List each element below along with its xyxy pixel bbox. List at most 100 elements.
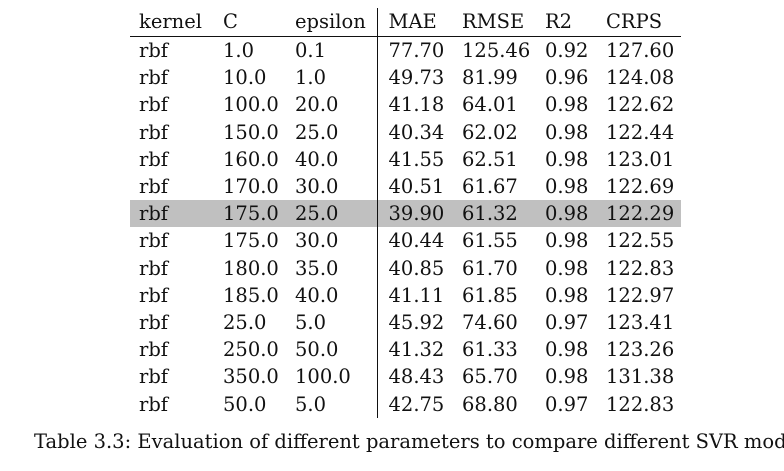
cell-rmse: 62.02	[462, 120, 518, 144]
cell-crps: 124.08	[606, 66, 675, 90]
cell-c: 10.0	[223, 66, 267, 90]
cell-kernel: rbf	[139, 283, 169, 307]
table-row: rbf 170.0 30.0 40.51 61.67 0.98 122.69	[130, 173, 681, 201]
cell-rmse: 61.85	[462, 283, 518, 307]
cell-rmse: 61.55	[462, 229, 518, 253]
cell-c: 350.0	[223, 365, 279, 389]
cell-rmse: 62.51	[462, 147, 518, 171]
cell-kernel: rbf	[139, 39, 169, 62]
cell-crps: 122.44	[606, 120, 675, 144]
header-crps: CRPS	[606, 10, 663, 34]
cell-epsilon: 0.1	[295, 36, 378, 65]
cell-crps: 122.97	[606, 283, 675, 307]
cell-epsilon: 25.0	[295, 118, 378, 146]
cell-r2: 0.98	[545, 256, 589, 280]
cell-c: 1.0	[223, 39, 255, 62]
cell-crps: 131.38	[606, 365, 675, 389]
table-row-highlighted: rbf 175.0 25.0 39.90 61.32 0.98 122.29	[130, 200, 681, 228]
cell-rmse: 61.67	[462, 175, 518, 199]
table-row: rbf 250.0 50.0 41.32 61.33 0.98 123.26	[130, 336, 681, 364]
header-c: C	[223, 10, 238, 34]
cell-epsilon: 50.0	[295, 336, 378, 364]
cell-rmse: 74.60	[462, 311, 518, 335]
svr-results-table: kernel C epsilon MAE RMSE R2 CRPS rbf 1.0…	[130, 8, 681, 418]
table-row: rbf 350.0 100.0 48.43 65.70 0.98 131.38	[130, 363, 681, 391]
header-kernel: kernel	[139, 10, 203, 34]
cell-kernel: rbf	[139, 392, 169, 416]
table-row: rbf 180.0 35.0 40.85 61.70 0.98 122.83	[130, 254, 681, 282]
header-epsilon: epsilon	[295, 8, 378, 37]
cell-epsilon: 5.0	[295, 309, 378, 337]
table-row: rbf 1.0 0.1 77.70 125.46 0.92 127.60	[130, 36, 681, 65]
cell-mae: 77.70	[388, 39, 445, 62]
cell-mae: 45.92	[388, 311, 445, 335]
cell-r2: 0.98	[545, 283, 589, 307]
table-row: rbf 175.0 30.0 40.44 61.55 0.98 122.55	[130, 227, 681, 255]
cell-crps: 122.62	[606, 93, 675, 117]
cell-kernel: rbf	[139, 93, 169, 117]
table-row: rbf 10.0 1.0 49.73 81.99 0.96 124.08	[130, 64, 681, 92]
header-rmse: RMSE	[462, 10, 525, 34]
table-row: rbf 150.0 25.0 40.34 62.02 0.98 122.44	[130, 118, 681, 146]
cell-mae: 41.55	[388, 147, 445, 171]
cell-kernel: rbf	[139, 175, 169, 199]
cell-kernel: rbf	[139, 256, 169, 280]
cell-crps: 122.29	[606, 200, 681, 228]
cell-epsilon: 30.0	[295, 173, 378, 201]
cell-c: 160.0	[223, 147, 279, 171]
cell-epsilon: 40.0	[295, 145, 378, 174]
table-row: rbf 100.0 20.0 41.18 64.01 0.98 122.62	[130, 91, 681, 119]
cell-epsilon: 20.0	[295, 91, 378, 119]
cell-r2: 0.98	[545, 120, 589, 144]
cell-c: 170.0	[223, 175, 279, 199]
cell-r2: 0.97	[545, 311, 589, 335]
cell-crps: 123.41	[606, 311, 675, 335]
cell-crps: 127.60	[606, 39, 675, 62]
cell-r2: 0.98	[545, 93, 589, 117]
cell-c: 250.0	[223, 338, 279, 362]
cell-rmse: 61.70	[462, 256, 518, 280]
cell-kernel: rbf	[139, 147, 169, 171]
cell-crps: 122.83	[606, 392, 675, 416]
header-mae: MAE	[388, 10, 437, 34]
table-row: rbf 25.0 5.0 45.92 74.60 0.97 123.41	[130, 309, 681, 337]
results-table-container: kernel C epsilon MAE RMSE R2 CRPS rbf 1.0…	[130, 8, 681, 418]
cell-mae: 40.34	[388, 120, 445, 144]
cell-r2: 0.98	[545, 338, 589, 362]
cell-mae: 40.51	[388, 175, 445, 199]
cell-kernel: rbf	[139, 120, 169, 144]
cell-c: 175.0	[223, 229, 279, 253]
cell-c: 50.0	[223, 392, 267, 416]
cell-epsilon: 35.0	[295, 254, 378, 282]
cell-r2: 0.97	[545, 392, 589, 416]
cell-mae: 41.11	[388, 283, 445, 307]
table-row: rbf 185.0 40.0 41.11 61.85 0.98 122.97	[130, 281, 681, 310]
cell-kernel: rbf	[139, 66, 169, 90]
cell-rmse: 125.46	[462, 39, 531, 62]
header-r2: R2	[545, 10, 573, 34]
cell-epsilon: 25.0	[295, 200, 378, 228]
cell-rmse: 61.32	[462, 200, 545, 228]
cell-c: 25.0	[223, 311, 267, 335]
cell-epsilon: 30.0	[295, 227, 378, 255]
cell-crps: 123.26	[606, 338, 675, 362]
table-caption: Table 3.3: Evaluation of different param…	[34, 430, 784, 453]
cell-c: 150.0	[223, 120, 279, 144]
cell-r2: 0.98	[545, 147, 589, 171]
cell-epsilon: 5.0	[295, 390, 378, 418]
cell-rmse: 64.01	[462, 93, 518, 117]
table-body: rbf 1.0 0.1 77.70 125.46 0.92 127.60 rbf 10.0 1.0…	[130, 36, 681, 418]
cell-c: 185.0	[223, 283, 279, 307]
cell-r2: 0.98	[545, 229, 589, 253]
cell-kernel: rbf	[139, 229, 169, 253]
cell-rmse: 81.99	[462, 66, 518, 90]
cell-mae: 41.32	[388, 338, 445, 362]
cell-c: 100.0	[223, 93, 279, 117]
cell-rmse: 61.33	[462, 338, 518, 362]
cell-kernel: rbf	[139, 311, 169, 335]
cell-mae: 42.75	[388, 392, 445, 416]
cell-kernel: rbf	[139, 338, 169, 362]
cell-r2: 0.92	[545, 39, 589, 62]
cell-epsilon: 100.0	[295, 363, 378, 391]
cell-kernel: rbf	[130, 200, 223, 228]
